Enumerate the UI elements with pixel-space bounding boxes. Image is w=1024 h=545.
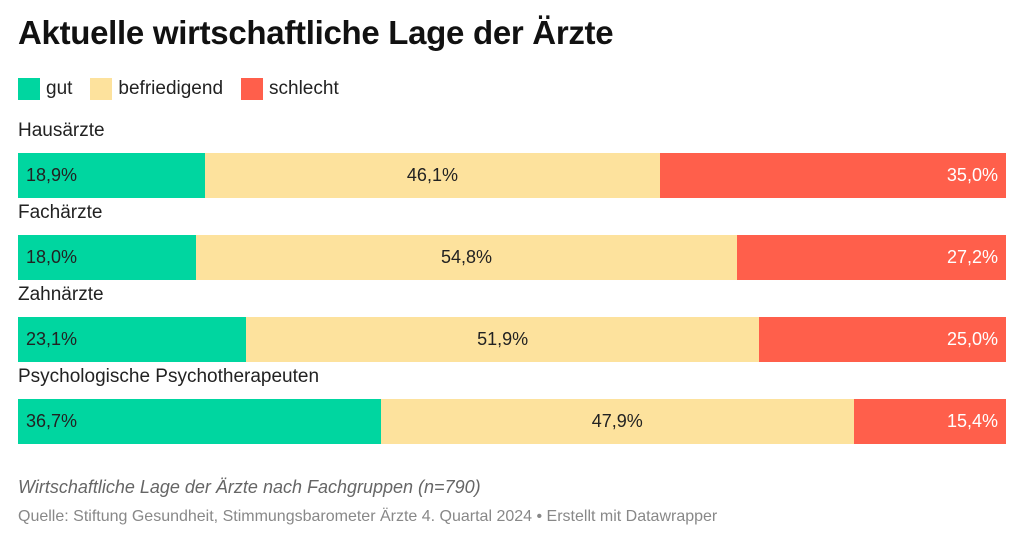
data-label: 35,0% [946, 165, 998, 185]
data-label: 47,9% [591, 411, 643, 431]
legend-swatch-befriedigend [90, 78, 113, 100]
bar-segment-befriedigend: 54,8% [195, 235, 738, 280]
stacked-bar-chart: Hausärzte 18,9% 46,1% 35,0% Fachärzte 18,0% 54… [18, 120, 1006, 448]
bar-segment-schlecht: 27,2% [737, 235, 1006, 280]
category-label: Zahnärzte [18, 284, 104, 305]
stacked-bar: 18,9% 46,1% 35,0% [18, 153, 1006, 198]
data-label: 23,1% [26, 329, 78, 349]
category-label: Hausärzte [18, 120, 105, 141]
bar-segment-befriedigend: 47,9% [380, 399, 854, 444]
legend-swatch-gut [18, 78, 40, 100]
stacked-bar: 18,0% 54,8% 27,2% [18, 235, 1006, 280]
category-label: Fachärzte [18, 202, 103, 223]
stacked-bar: 23,1% 51,9% 25,0% [18, 317, 1006, 362]
legend-label-befriedigend: befriedigend [118, 78, 224, 99]
data-label: 46,1% [406, 165, 458, 185]
bar-segment-schlecht: 35,0% [660, 153, 1006, 198]
legend-label-gut: gut [46, 78, 73, 99]
bar-segment-befriedigend: 51,9% [246, 317, 759, 362]
legend: gut befriedigend schlecht [18, 76, 357, 102]
data-label: 27,2% [946, 247, 998, 267]
chart-source: Quelle: Stiftung Gesundheit, Stimmungsba… [18, 508, 718, 525]
bar-segment-schlecht: 15,4% [853, 399, 1006, 444]
bar-segment-gut: 36,7% [18, 399, 381, 444]
data-label: 51,9% [477, 329, 529, 349]
legend-item-befriedigend: befriedigend [90, 78, 223, 100]
legend-item-schlecht: schlecht [241, 78, 339, 100]
data-label: 36,7% [26, 411, 78, 431]
legend-swatch-schlecht [241, 78, 264, 100]
bar-segment-gut: 23,1% [18, 317, 247, 362]
bar-row: Psychologische Psychotherapeuten 36,7% 47,… [18, 366, 1006, 448]
data-label: 25,0% [946, 329, 998, 349]
bar-row: Zahnärzte 23,1% 51,9% 25,0% [18, 284, 1006, 366]
data-label: 54,8% [441, 247, 493, 267]
data-label: 18,9% [26, 165, 78, 185]
bar-segment-gut: 18,0% [18, 235, 196, 280]
chart-title: Aktuelle wirtschaftliche Lage der Ärzte [18, 14, 614, 51]
legend-label-schlecht: schlecht [269, 78, 339, 99]
bar-segment-gut: 18,9% [18, 153, 205, 198]
stacked-bar: 36,7% 47,9% 15,4% [18, 399, 1006, 444]
data-label: 15,4% [946, 411, 998, 431]
bar-segment-befriedigend: 46,1% [204, 153, 661, 198]
category-label: Psychologische Psychotherapeuten [18, 366, 320, 387]
data-label: 18,0% [26, 247, 78, 267]
chart-description: Wirtschaftliche Lage der Ärzte nach Fach… [18, 477, 481, 497]
bar-segment-schlecht: 25,0% [758, 317, 1006, 362]
bar-row: Fachärzte 18,0% 54,8% 27,2% [18, 202, 1006, 284]
legend-item-gut: gut [18, 78, 72, 100]
bar-row: Hausärzte 18,9% 46,1% 35,0% [18, 120, 1006, 202]
